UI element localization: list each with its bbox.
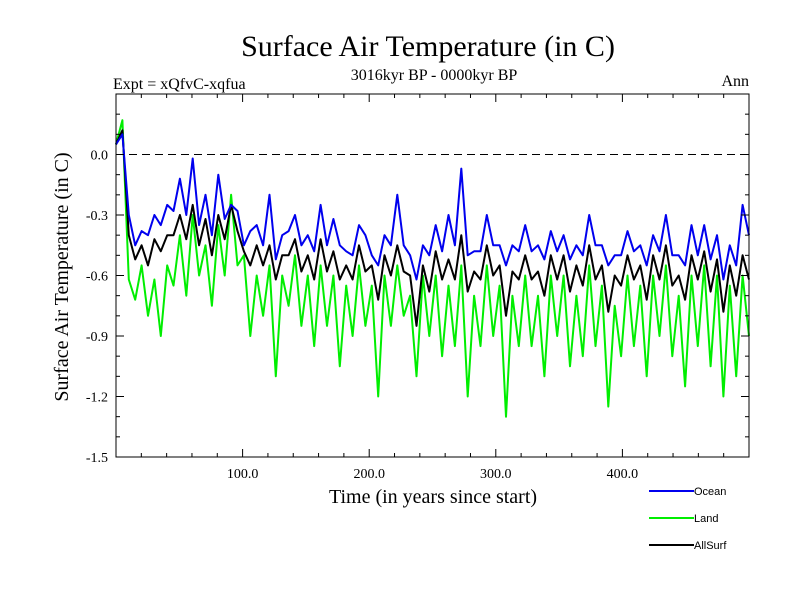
- y-tick-label: -0.9: [86, 330, 108, 345]
- series-line-land: [115, 119, 750, 418]
- y-tick-label: -0.6: [86, 270, 108, 285]
- series-line-allsurf: [115, 129, 750, 327]
- chart-subtitle: 3016kyr BP - 0000kyr BP: [351, 67, 518, 84]
- plot-area: 100.0 200.0 300.0 400.0 0.0 -0.3 -0.6 -0.9 -1.2 -…: [86, 93, 750, 482]
- y-axis-label: Surface Air Temperature (in C): [51, 152, 73, 401]
- period-label: Ann: [721, 73, 749, 90]
- legend-label-allsurf: AllSurf: [694, 540, 727, 552]
- y-tick-label: -0.3: [86, 209, 108, 224]
- legend-label-ocean: Ocean: [694, 486, 726, 498]
- x-tick-label: 400.0: [607, 467, 639, 482]
- y-tick-label: 0.0: [91, 149, 109, 164]
- x-tick-label: 200.0: [353, 467, 385, 482]
- experiment-label: Expt = xQfvC-xqfua: [113, 76, 246, 93]
- x-axis-label: Time (in years since start): [329, 486, 537, 508]
- x-tick-label: 300.0: [480, 467, 512, 482]
- y-tick-label: -1.5: [86, 451, 108, 466]
- x-tick-label: 100.0: [227, 467, 259, 482]
- series-line-ocean: [115, 133, 750, 281]
- legend: Ocean Land AllSurf: [649, 486, 727, 552]
- y-tick-label: -1.2: [86, 391, 108, 406]
- legend-label-land: Land: [694, 513, 718, 525]
- chart-title: Surface Air Temperature (in C): [241, 30, 615, 63]
